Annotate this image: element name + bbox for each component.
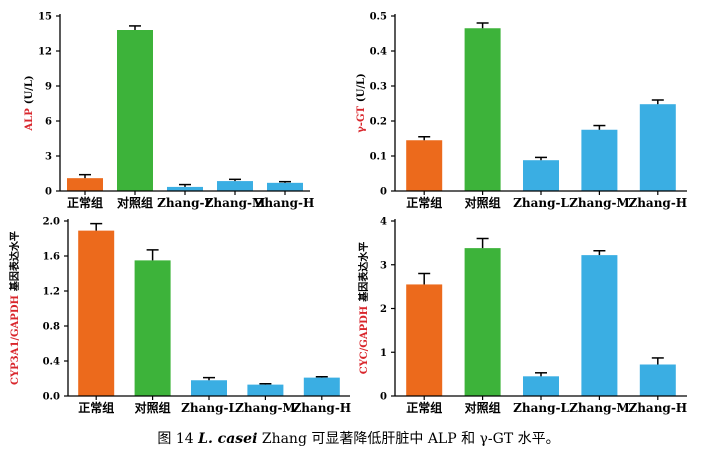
y-tick-label: 0.0 <box>43 392 60 403</box>
y-tick-label: 0.4 <box>43 357 60 368</box>
y-tick-label: 12 <box>38 47 52 58</box>
y-tick-label: 1 <box>380 348 387 359</box>
y-tick-label: 3 <box>45 152 52 163</box>
bar <box>67 178 103 191</box>
caption-prefix: 图 14 <box>157 431 194 447</box>
x-tick-label: 对照组 <box>465 195 501 210</box>
y-tick-label: 0 <box>380 392 387 403</box>
x-tick-label: Zhang-L <box>513 401 569 415</box>
y-tick-label: 0.8 <box>43 322 60 333</box>
x-tick-label: 正常组 <box>406 195 442 210</box>
y-tick-label: 0.1 <box>370 152 387 163</box>
chart-panel-3: 0.0 0.4 0.8 1.2 1.6 2.0 正常组 对照组 Zhang-LZhang-MZh… <box>8 217 351 416</box>
y-tick-label: 0.3 <box>370 82 387 93</box>
bar <box>581 255 618 396</box>
x-tick-label: Zhang-H <box>628 401 687 415</box>
x-tick-label: Zhang-H <box>292 401 351 415</box>
y-axis-label: CYP3A1/GAPDH 基因表达水平 <box>8 231 21 385</box>
y-axis-label-colored: CYP3A1/GAPDH <box>10 295 21 385</box>
bar <box>267 182 303 191</box>
x-tick-label: Zhang-L <box>181 401 237 415</box>
y-tick-label: 0 <box>380 187 387 198</box>
bar <box>303 377 340 396</box>
bar <box>406 284 443 396</box>
bar <box>117 30 153 191</box>
y-tick-label: 4 <box>380 217 387 228</box>
chart-panel-2: 0 0.1 0.2 0.3 0.4 0.5 正常组 对照组 Zhang-L Zhang-MZhan… <box>356 12 687 211</box>
y-axis-label-colored: ALP <box>24 108 35 132</box>
y-tick-label: 3 <box>380 260 387 271</box>
y-tick-label: 15 <box>38 12 52 23</box>
y-tick-label: 0.2 <box>370 117 387 128</box>
y-axis-label-plain: 基因表达水平 <box>8 231 21 292</box>
x-tick-label: 正常组 <box>406 400 442 415</box>
y-axis-label: CYC/GAPDH 基因表达水平 <box>357 242 370 374</box>
x-tick-label: 正常组 <box>78 400 114 415</box>
caption-rest: Zhang 可显著降低肝脏中 ALP 和 γ-GT 水平。 <box>261 431 560 447</box>
bar <box>167 186 203 191</box>
bar <box>639 104 676 191</box>
x-tick-label: 对照组 <box>117 195 153 210</box>
y-axis-label: γ-GT (U/L) <box>356 73 367 133</box>
x-tick-label: Zhang-L <box>157 196 213 210</box>
y-tick-label: 2.0 <box>43 217 60 228</box>
y-tick-label: 1.2 <box>43 287 60 298</box>
x-tick-label: Zhang-M <box>569 401 630 415</box>
x-tick-label: Zhang-L <box>513 196 569 210</box>
y-axis-label-colored: γ-GT <box>356 106 367 133</box>
bar <box>78 230 115 396</box>
y-axis-label: ALP (U/L) <box>24 75 35 131</box>
caption-species: L. casei <box>198 431 258 447</box>
x-tick-label: 对照组 <box>135 400 171 415</box>
bar <box>406 140 443 191</box>
x-tick-label: Zhang-M <box>569 196 630 210</box>
bar <box>191 380 227 396</box>
bar <box>217 181 253 191</box>
bar <box>134 260 171 396</box>
y-tick-label: 6 <box>45 117 52 128</box>
bar <box>639 364 676 396</box>
x-tick-label: 对照组 <box>465 400 501 415</box>
bar <box>464 248 501 396</box>
y-tick-label: 0.5 <box>370 12 387 23</box>
y-tick-label: 0.4 <box>370 47 387 58</box>
bar <box>523 160 559 191</box>
y-tick-label: 2 <box>380 304 387 315</box>
x-tick-label: Zhang-H <box>256 196 315 210</box>
bar <box>464 28 501 191</box>
x-tick-label: Zhang-M <box>235 401 296 415</box>
x-tick-label: Zhang-H <box>628 196 687 210</box>
y-tick-label: 0 <box>45 187 52 198</box>
y-tick-label: 9 <box>45 82 52 93</box>
y-axis-label-plain: (U/L) <box>24 75 35 104</box>
bar <box>523 376 559 396</box>
bar <box>581 129 618 191</box>
y-axis-label-plain: 基因表达水平 <box>357 242 370 303</box>
x-tick-label: 正常组 <box>67 195 103 210</box>
y-axis-label-colored: CYC/GAPDH <box>359 306 370 374</box>
y-axis-label-plain: (U/L) <box>356 73 367 102</box>
y-tick-label: 1.6 <box>43 252 60 263</box>
x-tick-label: Zhang-M <box>205 196 266 210</box>
bar <box>247 384 284 396</box>
figure-caption: 图 14 L. casei Zhang 可显著降低肝脏中 ALP 和 γ-GT … <box>0 428 717 448</box>
